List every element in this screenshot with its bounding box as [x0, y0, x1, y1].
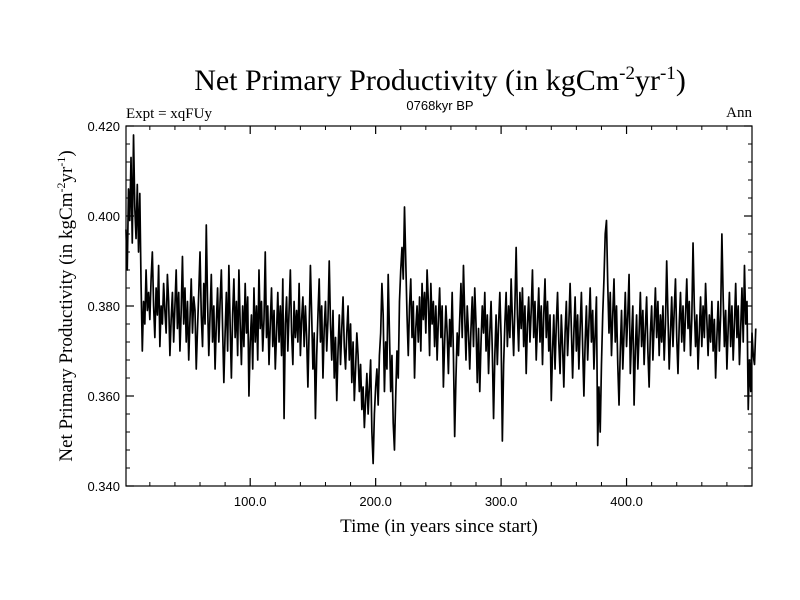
x-tick-label: 300.0	[485, 494, 518, 509]
period-label: 0768kyr BP	[406, 98, 473, 113]
x-tick-label: 100.0	[234, 494, 267, 509]
y-tick-label: 0.380	[87, 299, 120, 314]
y-tick-label: 0.360	[87, 389, 120, 404]
season-label: Ann	[726, 105, 752, 121]
experiment-label: Expt = xqFUy	[126, 106, 212, 122]
minor-tick-marks	[126, 126, 752, 486]
x-tick-label: 400.0	[610, 494, 643, 509]
y-tick-label: 0.340	[87, 479, 120, 494]
x-tick-label: 200.0	[359, 494, 392, 509]
x-axis-label: Time (in years since start)	[340, 516, 538, 537]
y-tick-label: 0.400	[87, 209, 120, 224]
y-axis-label: Net Primary Productivity (in kgCm-2yr-1)	[54, 150, 77, 461]
y-axis: 0.340 0.360 0.380 0.400 0.420	[87, 119, 752, 494]
x-axis: 100.0 200.0 300.0 400.0	[234, 126, 643, 509]
y-tick-label: 0.420	[87, 119, 120, 134]
chart-title: Net Primary Productivity (in kgCm-2yr-1)	[194, 63, 686, 97]
npp-series-line	[125, 134, 757, 465]
